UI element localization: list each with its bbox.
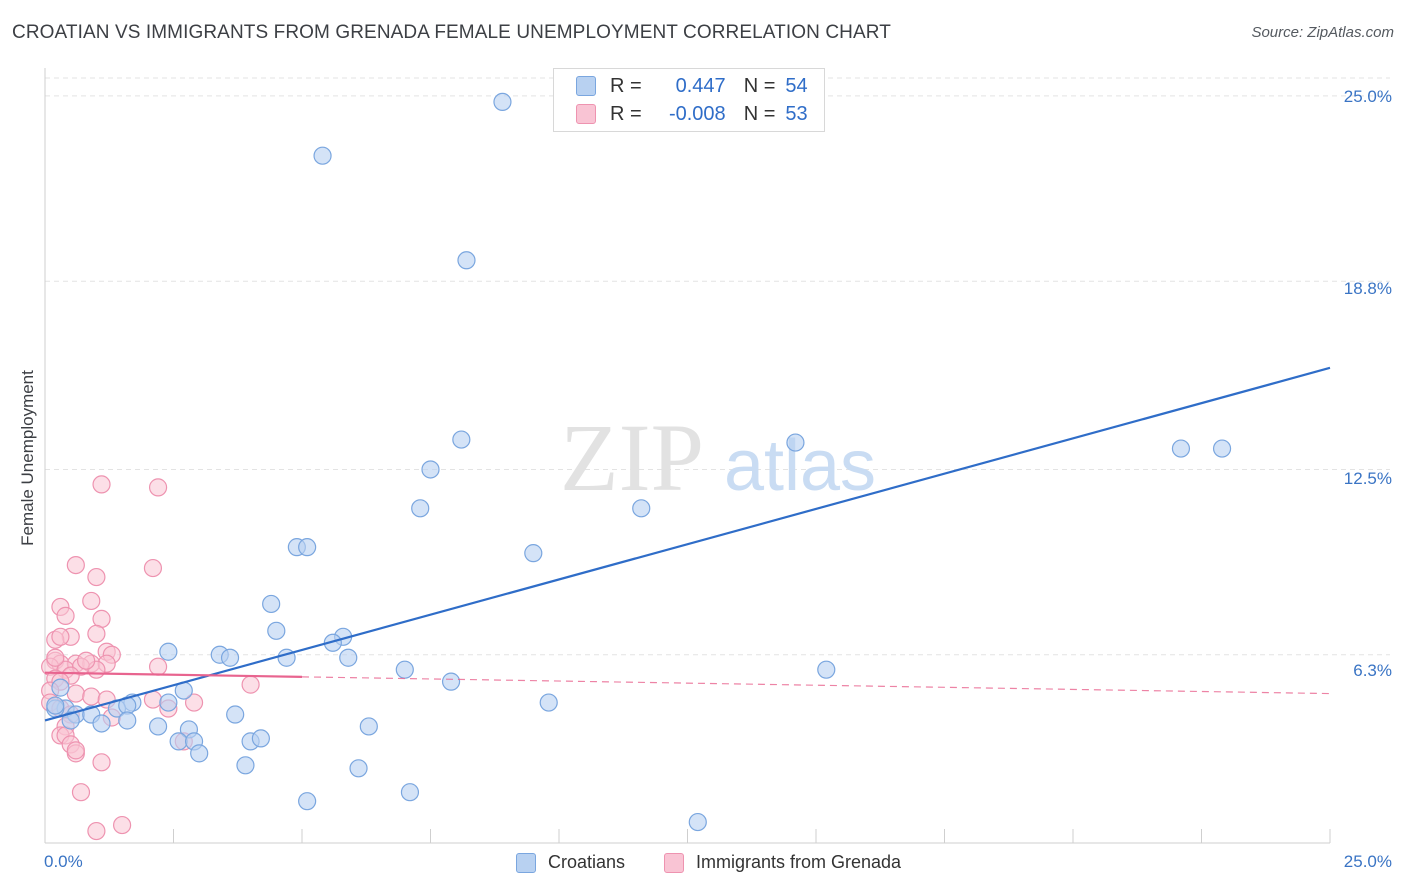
bottom-legend-grenada: Immigrants from Grenada: [664, 852, 901, 873]
trend-lines: [44, 366, 1331, 722]
grenada-point: [77, 651, 96, 670]
source-label: Source: ZipAtlas.com: [1251, 24, 1394, 41]
x-tick-label-min: 0.0%: [44, 852, 83, 871]
croatians-point: [452, 430, 471, 449]
croatians-point: [190, 744, 209, 763]
grenada-point: [184, 693, 204, 712]
legend-row-croatians: R = 0.447 N = 54: [576, 73, 808, 99]
croatians-point: [226, 705, 245, 724]
watermark: ZIP atlas: [560, 404, 876, 511]
croatians-point: [441, 672, 461, 691]
series-croatians-points: [46, 92, 1232, 832]
croatians-point: [688, 812, 707, 832]
grenada-point: [143, 558, 163, 578]
croatians-point: [786, 433, 805, 452]
croatians-point: [632, 499, 651, 518]
croatians-point: [92, 714, 111, 733]
grenada-point: [82, 591, 101, 611]
croatians-point: [61, 711, 80, 730]
grenada-trend-line-dashed: [301, 676, 1331, 695]
croatians-point: [236, 756, 255, 775]
chart-title: CROATIAN VS IMMIGRANTS FROM GRENADA FEMA…: [12, 22, 891, 43]
croatians-point: [262, 594, 281, 614]
croatians-point: [46, 696, 65, 715]
grenada-point: [66, 555, 85, 575]
croatians-point: [298, 538, 317, 557]
croatians-point: [411, 499, 430, 518]
legend-n-value: 53: [785, 102, 808, 125]
legend-r-value: 0.447: [675, 74, 726, 97]
grenada-point: [112, 815, 132, 835]
croatians-point: [421, 460, 440, 479]
grenada-point: [241, 675, 260, 694]
bottom-legend-swatch-blue: [516, 852, 536, 873]
croatians-point: [169, 732, 188, 751]
grenada-point: [87, 567, 106, 587]
grenada-point: [66, 684, 85, 703]
legend-r-value: -0.008: [668, 102, 726, 125]
grenada-point: [46, 648, 65, 667]
croatians-point: [51, 678, 70, 697]
grenada-point: [51, 627, 70, 646]
grenada-point: [87, 624, 106, 643]
legend-swatch-pink: [576, 104, 596, 124]
croatians-point: [251, 729, 270, 748]
grenada-point: [148, 657, 168, 676]
grid-lines: [45, 77, 1390, 656]
croatians-point: [524, 544, 543, 563]
croatians-point: [159, 642, 178, 661]
x-tick-label-max: 25.0%: [1343, 852, 1392, 871]
croatians-point: [817, 660, 836, 679]
grenada-trend-line-solid: [44, 671, 303, 678]
croatians-point: [313, 146, 332, 165]
croatians-point: [267, 621, 286, 640]
croatians-point: [395, 660, 414, 679]
bottom-legend-label: Immigrants from Grenada: [696, 852, 902, 872]
bottom-legend-swatch-pink: [664, 852, 684, 873]
grenada-point: [87, 821, 106, 841]
grenada-point: [82, 687, 101, 706]
y-tick-label: 6.3%: [1353, 661, 1392, 680]
grenada-point: [148, 478, 168, 497]
legend-n-label: N =: [743, 74, 776, 97]
croatians-point: [400, 783, 420, 802]
legend-row-grenada: R = -0.008 N = 53: [576, 101, 808, 127]
legend-r-label: R =: [610, 74, 642, 97]
croatians-point: [220, 648, 240, 667]
croatians-point: [493, 92, 512, 112]
croatians-point: [1171, 439, 1191, 458]
y-tick-label: 25.0%: [1343, 87, 1392, 106]
croatians-point: [159, 693, 178, 712]
y-axis-label: Female Unemployment: [18, 370, 37, 546]
axes: [44, 68, 1331, 844]
grenada-point: [92, 753, 111, 772]
grenada-point: [92, 475, 111, 494]
croatians-point: [148, 717, 168, 736]
croatians-point: [118, 711, 137, 730]
croatians-point: [457, 251, 476, 270]
croatians-point: [359, 717, 378, 736]
y-tick-label: 12.5%: [1343, 469, 1392, 488]
bottom-legend-label: Croatians: [548, 852, 626, 872]
bottom-legend-croatians: Croatians: [516, 852, 625, 873]
legend-n-label: N =: [743, 102, 776, 125]
croatians-point: [339, 648, 358, 667]
legend-swatch-blue: [576, 76, 596, 96]
grenada-point: [66, 741, 85, 760]
stats-legend: R = 0.447 N = 54 R = -0.008 N = 53: [553, 68, 825, 132]
croatians-point: [1212, 439, 1232, 458]
y-tick-label: 18.8%: [1343, 279, 1392, 298]
legend-r-label: R =: [610, 102, 642, 125]
croatians-trend-line: [44, 366, 1331, 722]
croatians-point: [349, 759, 368, 778]
croatians-point: [298, 792, 317, 811]
legend-n-value: 54: [785, 74, 808, 97]
grenada-point: [71, 783, 91, 802]
grenada-point: [56, 606, 75, 625]
watermark-zip: ZIP: [560, 404, 704, 511]
croatians-point: [539, 693, 558, 712]
